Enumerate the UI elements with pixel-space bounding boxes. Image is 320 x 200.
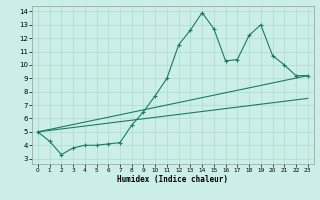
X-axis label: Humidex (Indice chaleur): Humidex (Indice chaleur) bbox=[117, 175, 228, 184]
